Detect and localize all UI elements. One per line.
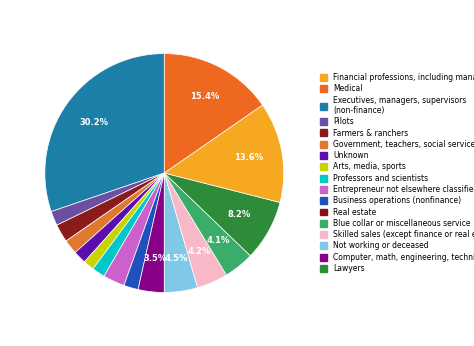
Wedge shape: [75, 173, 164, 262]
Text: 4.2%: 4.2%: [187, 247, 210, 256]
Wedge shape: [164, 173, 250, 275]
Legend: Financial professions, including management, Medical, Executives, managers, supe: Financial professions, including managem…: [318, 71, 474, 275]
Text: 30.2%: 30.2%: [80, 118, 109, 127]
Wedge shape: [164, 54, 263, 173]
Wedge shape: [104, 173, 164, 285]
Wedge shape: [45, 54, 164, 211]
Text: 13.6%: 13.6%: [234, 153, 264, 162]
Wedge shape: [57, 173, 164, 241]
Text: 3.5%: 3.5%: [143, 254, 166, 263]
Wedge shape: [164, 173, 280, 256]
Text: 8.2%: 8.2%: [228, 210, 251, 219]
Wedge shape: [124, 173, 164, 290]
Text: 4.5%: 4.5%: [164, 254, 188, 263]
Wedge shape: [164, 173, 198, 292]
Wedge shape: [93, 173, 164, 276]
Wedge shape: [138, 173, 164, 292]
Wedge shape: [51, 173, 164, 225]
Text: 4.1%: 4.1%: [206, 236, 230, 245]
Text: 15.4%: 15.4%: [190, 92, 219, 101]
Wedge shape: [66, 173, 164, 253]
Wedge shape: [84, 173, 164, 269]
Wedge shape: [164, 105, 284, 202]
Wedge shape: [164, 173, 227, 288]
